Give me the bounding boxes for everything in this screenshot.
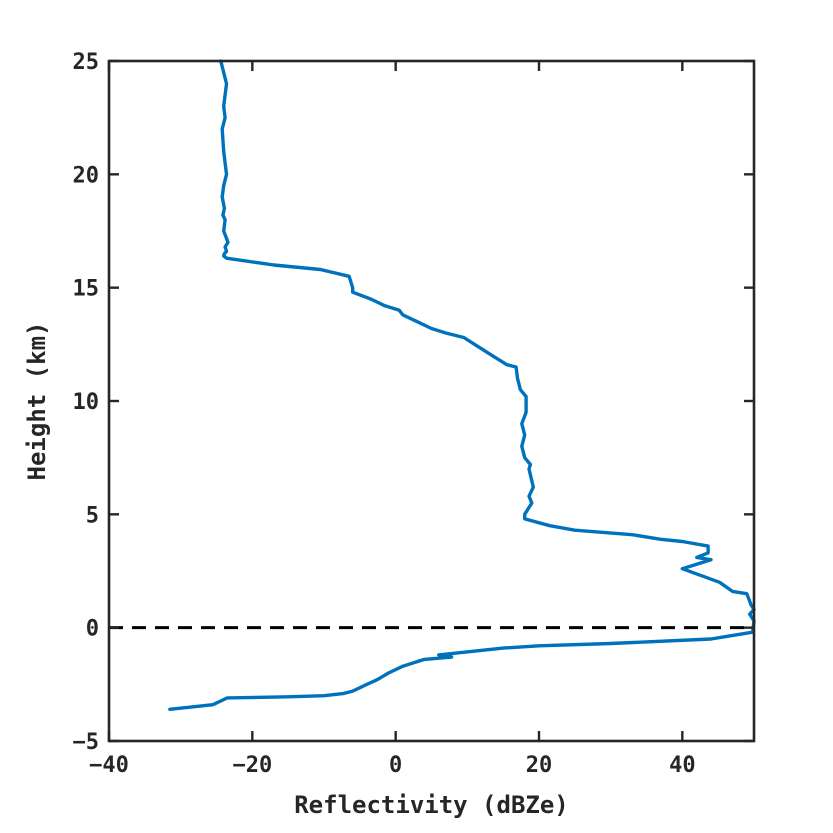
y-tick-label: 25: [73, 50, 100, 75]
y-tick-label: 5: [86, 503, 99, 528]
y-axis-label: Height (km): [23, 322, 51, 481]
x-tick-label: −40: [89, 753, 129, 778]
y-tick-label: 0: [86, 617, 99, 642]
x-tick-label: 20: [526, 753, 553, 778]
y-tick-label: 20: [73, 163, 100, 188]
reflectivity-profile-line: [168, 59, 756, 711]
x-tick-label: 0: [389, 753, 402, 778]
plot-background: [109, 61, 754, 741]
x-tick-label: 40: [669, 753, 696, 778]
x-tick-label: −20: [232, 753, 272, 778]
y-tick-label: −5: [73, 730, 100, 755]
x-axis-label: Reflectivity (dBZe): [294, 791, 569, 819]
y-tick-label: 10: [73, 390, 100, 415]
y-tick-label: 15: [73, 277, 100, 302]
